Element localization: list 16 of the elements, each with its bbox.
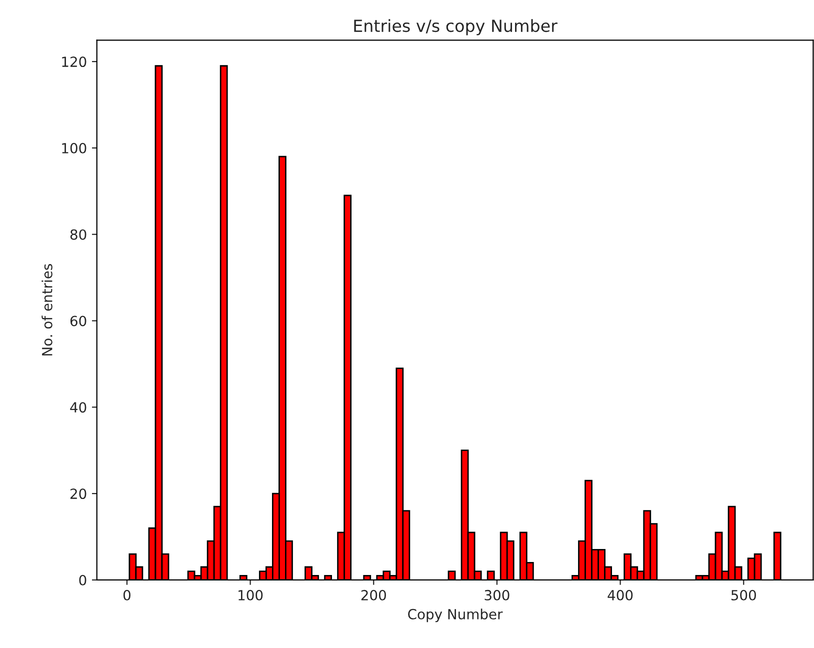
chart-title: Entries v/s copy Number [354,19,558,36]
y-tick-label: 100 [62,142,86,154]
y-tick-label: 20 [70,488,86,500]
y-axis-title: No. of entries [42,264,52,356]
x-tick-label: 200 [361,590,386,600]
y-tick-label: 80 [70,229,86,240]
x-tick-label: 400 [608,590,633,600]
x-axis-title: Copy Number [408,608,503,622]
x-tick-label: 100 [238,590,263,600]
x-tick-label: 300 [484,590,510,600]
x-tick-label: 0 [123,590,130,600]
y-tick-label: 0 [79,574,86,586]
y-tick-label: 120 [62,56,86,68]
y-tick-label: 40 [70,402,86,413]
x-tick-label: 500 [731,590,756,600]
y-tick-label: 60 [70,316,86,326]
